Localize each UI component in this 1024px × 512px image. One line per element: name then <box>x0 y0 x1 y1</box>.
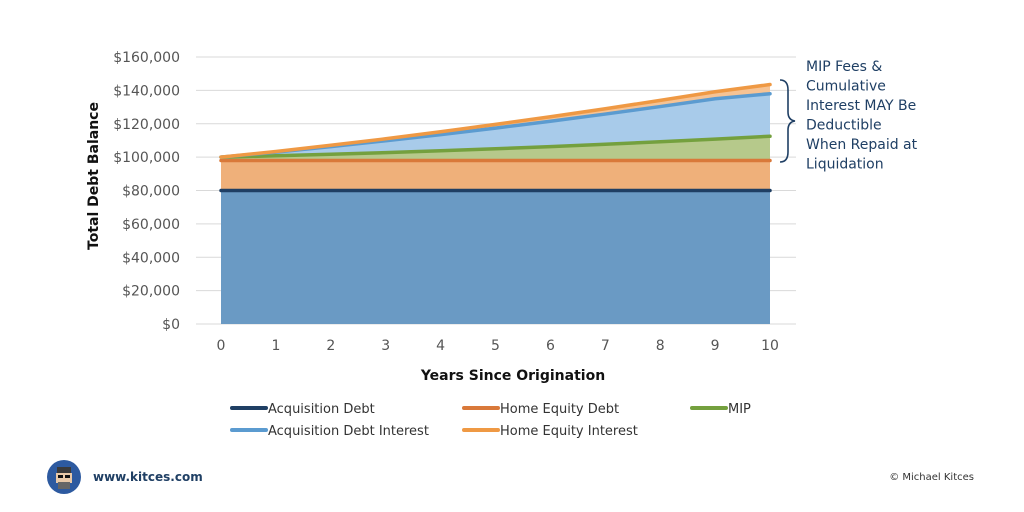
y-tick-label: $140,000 <box>113 83 180 99</box>
annotation-line: Liquidation <box>806 157 884 173</box>
legend-label: Home Equity Interest <box>500 424 638 439</box>
y-tick-label: $160,000 <box>113 50 180 66</box>
annotation: MIP Fees & Cumulative Interest MAY Be Deduc… <box>806 59 918 173</box>
x-tick-label: 4 <box>436 338 445 354</box>
x-tick-label: 5 <box>491 338 500 354</box>
y-tick-label: $60,000 <box>122 217 180 233</box>
annotation-brace <box>779 79 796 163</box>
stacked-areas <box>221 84 770 324</box>
y-axis-ticks: $0 $20,000 $40,000 $60,000 $80,000 $100,000 $1… <box>113 50 180 333</box>
x-tick-label: 3 <box>381 338 390 354</box>
y-tick-label: $40,000 <box>122 250 180 266</box>
y-tick-label: $20,000 <box>122 284 180 300</box>
legend: Acquisition Debt Home Equity Debt MIP Acqui… <box>230 402 751 439</box>
legend-label: Home Equity Debt <box>500 402 619 417</box>
area-home-equity-debt <box>221 160 770 191</box>
x-tick-label: 1 <box>271 338 280 354</box>
x-tick-label: 10 <box>761 338 779 354</box>
footer-copyright: © Michael Kitces <box>889 472 974 483</box>
y-axis-title: Total Debt Balance <box>86 102 102 250</box>
y-tick-label: $100,000 <box>113 150 180 166</box>
x-tick-label: 6 <box>546 338 555 354</box>
annotation-line: Interest MAY Be <box>806 98 916 114</box>
x-axis-title: Years Since Origination <box>420 368 605 384</box>
x-tick-label: 7 <box>601 338 610 354</box>
y-tick-label: $120,000 <box>113 117 180 133</box>
legend-label: MIP <box>728 402 751 417</box>
y-tick-label: $80,000 <box>122 184 180 200</box>
line-home-equity-interest <box>219 82 772 159</box>
footer-url[interactable]: www.kitces.com <box>93 470 203 484</box>
area-acquisition-debt-interest <box>221 93 770 158</box>
legend-label: Acquisition Debt Interest <box>268 424 429 439</box>
x-tick-label: 2 <box>326 338 335 354</box>
annotation-line: Cumulative <box>806 79 886 95</box>
x-tick-label: 8 <box>656 338 665 354</box>
x-tick-label: 0 <box>217 338 226 354</box>
x-axis-ticks: 0 1 2 3 4 5 6 7 8 9 10 <box>217 338 779 354</box>
line-mip <box>219 134 772 159</box>
area-acquisition-debt <box>221 190 770 324</box>
kitces-logo-icon <box>47 460 81 494</box>
legend-label: Acquisition Debt <box>268 402 375 417</box>
annotation-line: Deductible <box>806 118 882 134</box>
x-tick-label: 9 <box>711 338 720 354</box>
y-tick-label: $0 <box>162 317 180 333</box>
annotation-line: When Repaid at <box>806 137 918 153</box>
annotation-line: MIP Fees & <box>806 59 882 75</box>
series-lines <box>219 82 772 193</box>
